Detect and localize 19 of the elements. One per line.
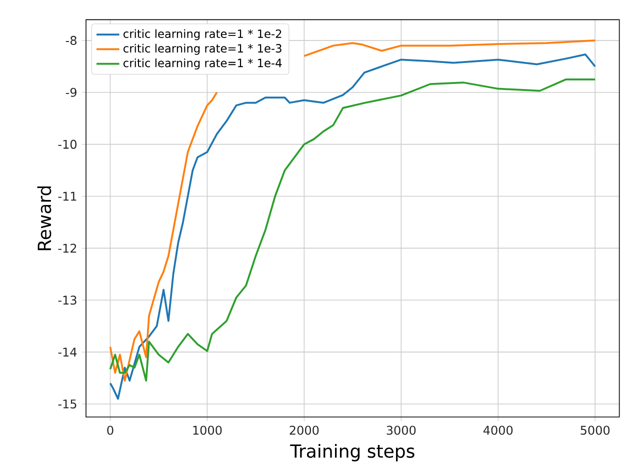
legend-label: critic learning rate=1 * 1e-3 (124, 44, 282, 55)
x-tick-label: 3000 (386, 426, 416, 435)
y-tick-label: -10 (58, 140, 76, 149)
x-tick-label: 2000 (290, 426, 319, 435)
x-tick-label: 4000 (483, 426, 513, 435)
x-axis-title: Training steps (290, 444, 414, 462)
legend-label: critic learning rate=1 * 1e-4 (124, 58, 282, 70)
y-tick-label: -15 (58, 400, 76, 408)
legend-label: critic learning rate=1 * 1e-2 (124, 29, 282, 40)
x-tick-label: 0 (107, 426, 114, 435)
x-tick-label: 1000 (193, 426, 222, 435)
y-axis-title: Reward (37, 186, 52, 250)
x-tick-label: 5000 (580, 426, 610, 435)
y-tick-label: -14 (58, 348, 77, 356)
y-tick-label: -8 (66, 36, 76, 45)
y-tick-label: -11 (58, 192, 76, 201)
y-tick-label: -13 (58, 296, 76, 305)
y-tick-label: -9 (66, 88, 76, 97)
y-tick-label: -12 (58, 244, 76, 253)
